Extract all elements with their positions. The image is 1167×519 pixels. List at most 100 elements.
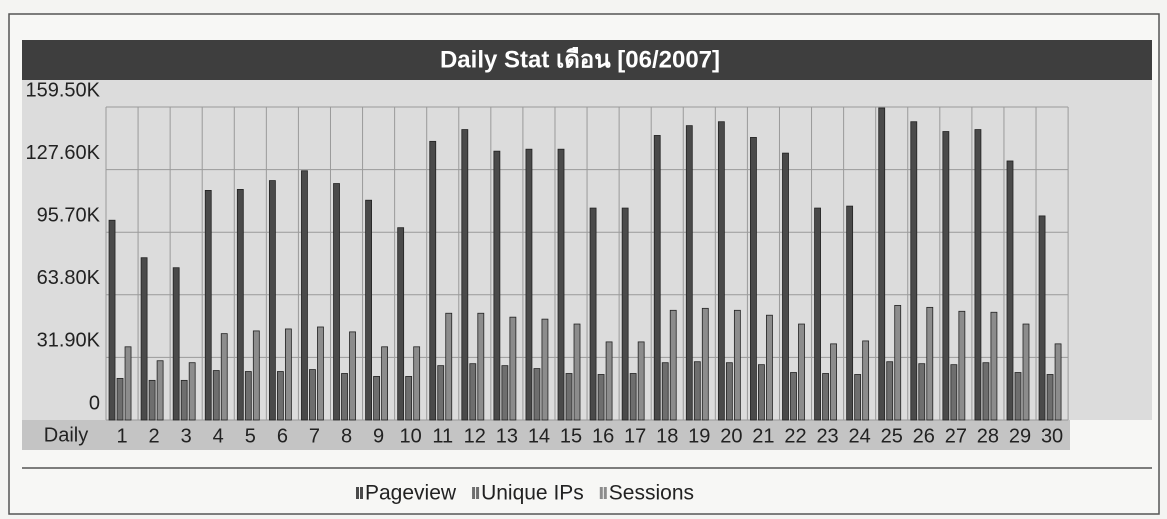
title-bar (22, 40, 1152, 80)
bar (493, 150, 501, 421)
bar (397, 227, 405, 421)
bar (116, 377, 124, 421)
bar (236, 189, 244, 421)
x-tick-label: 4 (213, 425, 224, 447)
legend-swatch (603, 487, 607, 499)
bar (717, 121, 725, 421)
bar (750, 137, 757, 421)
bar (782, 152, 789, 421)
x-tick-label: 30 (1041, 425, 1063, 447)
bar (661, 362, 669, 421)
legend-label: Unique IPs (481, 482, 584, 505)
bar (108, 219, 116, 421)
bar (124, 346, 132, 421)
bar (701, 307, 709, 421)
x-tick-label: 23 (816, 425, 838, 447)
bar (509, 316, 517, 421)
chart-title: Daily Stat เดือน [06/2007] (440, 46, 720, 73)
bar (445, 312, 453, 421)
bar (220, 333, 228, 421)
bar (653, 135, 661, 421)
x-tick-label: 28 (977, 425, 999, 447)
x-tick-label: 9 (373, 425, 384, 447)
x-tick-label: 8 (341, 425, 352, 447)
bar (148, 379, 156, 421)
bar (180, 379, 188, 421)
bar (621, 207, 629, 421)
bar (733, 309, 741, 421)
bar (1038, 215, 1046, 421)
legend-swatch (356, 487, 359, 499)
x-tick-label: 14 (528, 425, 550, 447)
bar (669, 309, 677, 421)
bar (637, 341, 645, 421)
legend-swatch (360, 487, 363, 499)
y-tick-label: 63.80K (37, 267, 101, 289)
bar (1046, 374, 1054, 421)
bar (974, 129, 982, 421)
x-tick-label: 24 (849, 425, 871, 447)
bar (252, 330, 260, 421)
bar (573, 323, 581, 421)
bar (790, 372, 797, 421)
x-tick-label: 16 (592, 425, 614, 447)
bar (461, 129, 469, 421)
x-tick-label: 13 (496, 425, 518, 447)
bar (798, 323, 805, 421)
bar (597, 374, 605, 421)
bar (525, 148, 533, 421)
x-tick-label: 19 (688, 425, 710, 447)
bar (276, 371, 284, 421)
bar (373, 376, 380, 421)
legend-swatch (599, 487, 603, 499)
bar (958, 310, 966, 421)
bar (381, 346, 388, 421)
bar (309, 369, 316, 421)
bar (284, 328, 292, 421)
x-tick-label: 5 (245, 425, 256, 447)
bar (212, 370, 220, 421)
bar (886, 361, 894, 421)
bar (437, 365, 445, 421)
x-tick-label: 18 (656, 425, 678, 447)
y-tick-label: 31.90K (37, 330, 101, 352)
bar (365, 199, 372, 421)
x-tick-label: 1 (116, 425, 127, 447)
bar (822, 373, 829, 421)
bar (565, 373, 573, 421)
bar (830, 343, 837, 421)
bar (982, 362, 990, 421)
x-axis-label: Daily (44, 424, 88, 446)
bar (878, 107, 886, 421)
bar (693, 361, 701, 421)
bar (1006, 160, 1014, 421)
bar (156, 360, 164, 421)
bar (333, 183, 340, 421)
y-tick-label: 0 (89, 392, 100, 414)
bar (533, 368, 541, 421)
bar (685, 125, 693, 421)
bar (140, 257, 148, 421)
bar (589, 207, 597, 421)
x-tick-label: 22 (784, 425, 806, 447)
bar (854, 374, 862, 421)
x-tick-label: 10 (400, 425, 422, 447)
bar (501, 365, 509, 421)
x-tick-label: 17 (624, 425, 646, 447)
bar (268, 180, 276, 421)
bar (725, 362, 733, 421)
x-tick-label: 3 (181, 425, 192, 447)
x-tick-label: 7 (309, 425, 320, 447)
x-tick-label: 21 (752, 425, 774, 447)
bar (172, 267, 180, 421)
x-tick-label: 2 (149, 425, 160, 447)
bar (918, 363, 926, 421)
bar (1022, 323, 1030, 421)
x-tick-label: 15 (560, 425, 582, 447)
y-tick-label: 159.50K (25, 79, 100, 101)
bar (541, 318, 549, 421)
bar (950, 364, 958, 421)
bar (990, 311, 998, 421)
y-tick-label: 127.60K (25, 142, 100, 164)
